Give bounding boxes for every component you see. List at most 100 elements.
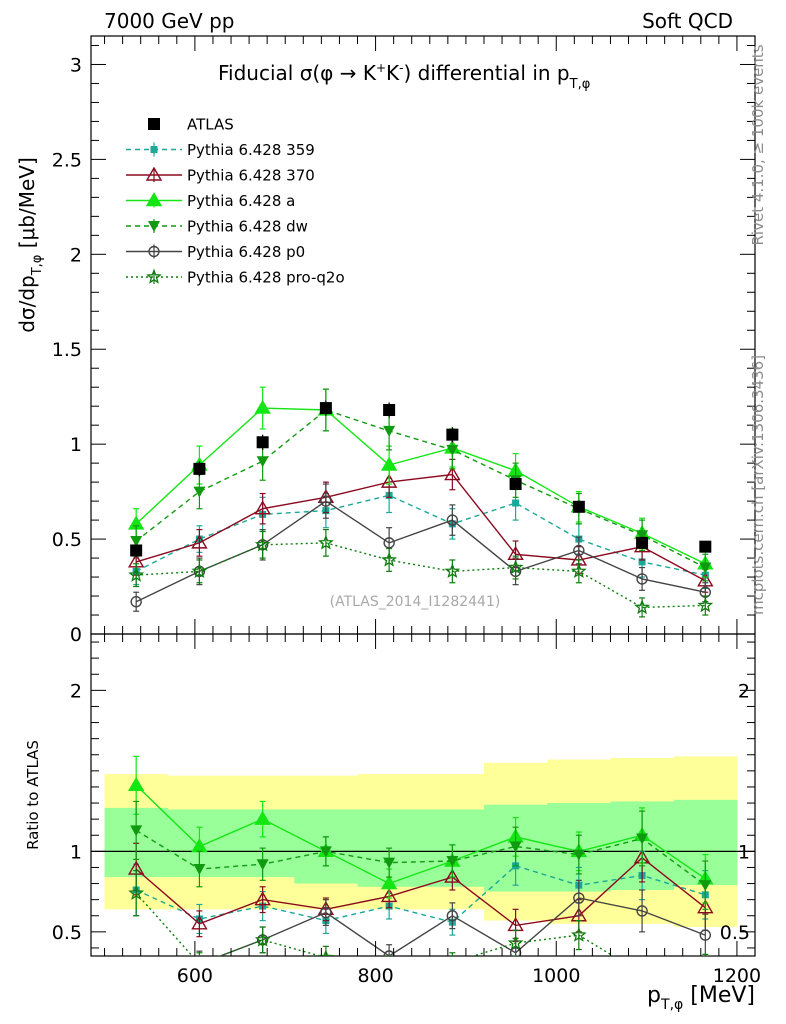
main-ytick-label: 2 <box>70 244 82 266</box>
main-pq2o-point <box>697 597 714 613</box>
atlas-data-point <box>383 403 396 416</box>
main-pq2o-point <box>191 563 208 579</box>
ratio-ytick-label-right: 0.5 <box>720 922 750 944</box>
legend-item-pq2o: Pythia 6.428 pro-q2o <box>126 269 345 287</box>
header-energy: 7000 GeV pp <box>104 9 235 33</box>
ratio-p359-line <box>135 865 706 923</box>
legend-marker-pq2o <box>146 268 162 284</box>
ratio-pq2o-point <box>507 934 524 950</box>
main-pp0-point <box>320 495 332 507</box>
main-pq2o-point <box>128 566 145 582</box>
legend-label-p359: Pythia 6.428 359 <box>187 141 315 159</box>
title-k2: K <box>386 61 400 85</box>
ratio-pdw-point <box>636 833 649 845</box>
main-ytick-label: 0.5 <box>52 529 82 551</box>
title-plus: + <box>376 61 386 75</box>
main-pp0-point <box>383 537 395 549</box>
ratio-pp0-point <box>383 950 395 956</box>
ratio-ytick-label-left: 2 <box>70 680 82 702</box>
ratio-pdw-point <box>383 857 396 869</box>
main-pq2o-point <box>444 563 461 579</box>
main-pa-point <box>254 399 271 414</box>
main-p370-point <box>191 534 208 549</box>
main-pdw-point <box>383 425 396 437</box>
ratio-pdw-point <box>572 849 585 861</box>
atlas-data-point <box>699 540 712 553</box>
header-category: Soft QCD <box>642 9 733 33</box>
main-pq2o-point <box>507 559 524 575</box>
ratio-p370-point <box>254 891 271 906</box>
main-pq2o-point <box>254 536 271 552</box>
legend-marker-pa <box>145 192 163 207</box>
title-minus: - <box>399 61 403 75</box>
legend-marker-pdw <box>148 221 160 232</box>
ratio-pq2o-point <box>636 967 648 979</box>
ratio-pa-point <box>127 776 145 792</box>
main-pq2o-point <box>317 534 334 550</box>
ratio-pdw-point <box>193 864 206 876</box>
main-pq2o-point <box>381 551 398 567</box>
legend-marker-data <box>148 118 160 130</box>
title-sigma: σ(φ → K <box>300 61 377 85</box>
main-p370-line <box>135 473 706 582</box>
main-pdw-point <box>699 562 712 574</box>
ratio-ytick-label-right: 2 <box>738 680 750 702</box>
atlas-data-point <box>130 544 143 557</box>
xtick-label: 1200 <box>713 965 761 987</box>
legend-label-pq2o: Pythia 6.428 pro-q2o <box>187 269 345 287</box>
main-pdw-line <box>135 409 706 569</box>
legend-item-p359: Pythia 6.428 359 <box>126 141 315 159</box>
legend-item-pa: Pythia 6.428 a <box>126 192 295 210</box>
xtick-label: 600 <box>177 965 213 987</box>
rivet-version-label: Rivet 4.1.0, ≥ 100k events <box>749 44 767 245</box>
chart-title: Fiducial σ(φ → K+K-) differential in pT,… <box>218 61 590 92</box>
ratio-pq2o-point <box>128 884 145 900</box>
ratio-pp0-point <box>446 910 459 922</box>
ratio-p370-point <box>191 915 208 930</box>
legend: ATLAS Pythia 6.428 359 Pythia 6.428 370 Pyt… <box>126 116 345 287</box>
main-p370-point <box>380 473 398 488</box>
ratio-p370-point <box>697 899 714 914</box>
legend-label-pa: Pythia 6.428 a <box>187 192 295 210</box>
x-axis-label-sub: T,φ <box>660 997 683 1013</box>
atlas-data-point <box>509 478 522 491</box>
ratio-pq2o-series <box>128 870 711 979</box>
x-axis-label: pT,φ [MeV] <box>647 983 755 1013</box>
title-prefix: Fiducial <box>218 61 300 85</box>
ratio-pp0-point <box>636 905 648 917</box>
ratio-pdw-point <box>699 880 712 892</box>
main-ylabel-main: dσ/dp <box>15 275 39 333</box>
legend-item-pp0: Pythia 6.428 p0 <box>126 243 305 261</box>
ratio-pp0-point <box>131 970 141 980</box>
main-pa-line <box>135 407 706 565</box>
main-pq2o-point <box>634 599 651 615</box>
ratio-pq2o-point <box>570 926 587 942</box>
ratio-pdw-point <box>446 856 459 868</box>
legend-label-p370: Pythia 6.428 370 <box>187 167 315 185</box>
main-p370-point <box>444 466 461 481</box>
ratio-p370-point <box>444 868 461 883</box>
x-axis-label-unit: [MeV] <box>683 983 755 1008</box>
main-pdw-series <box>130 388 712 582</box>
ratio-pdw-point <box>256 859 269 871</box>
title-sub: T,φ <box>569 77 591 92</box>
atlas-data-point <box>256 436 269 449</box>
main-pq2o-point <box>570 563 587 579</box>
main-pdw-point <box>256 456 269 468</box>
xtick-label: 1000 <box>532 965 580 987</box>
main-ytick-label: 1 <box>70 434 82 456</box>
main-pp0-point <box>446 514 459 526</box>
ratio-pq2o-point <box>254 931 271 947</box>
main-ylabel-sub: T,φ <box>30 255 45 277</box>
ratio-pq2o-point <box>699 964 711 976</box>
main-pp0-point <box>130 596 142 608</box>
ratio-p370-point <box>380 888 398 903</box>
ratio-pdw-point <box>319 846 332 858</box>
ratio-pq2o-point <box>451 954 454 956</box>
main-ytick-label: 2.5 <box>52 149 82 171</box>
atlas-data-point <box>193 462 206 475</box>
title-mid: ) differential in p <box>404 61 570 85</box>
main-pp0-line <box>135 500 706 603</box>
atlas-data-point <box>319 402 332 415</box>
ratio-pp0-point <box>573 892 585 904</box>
